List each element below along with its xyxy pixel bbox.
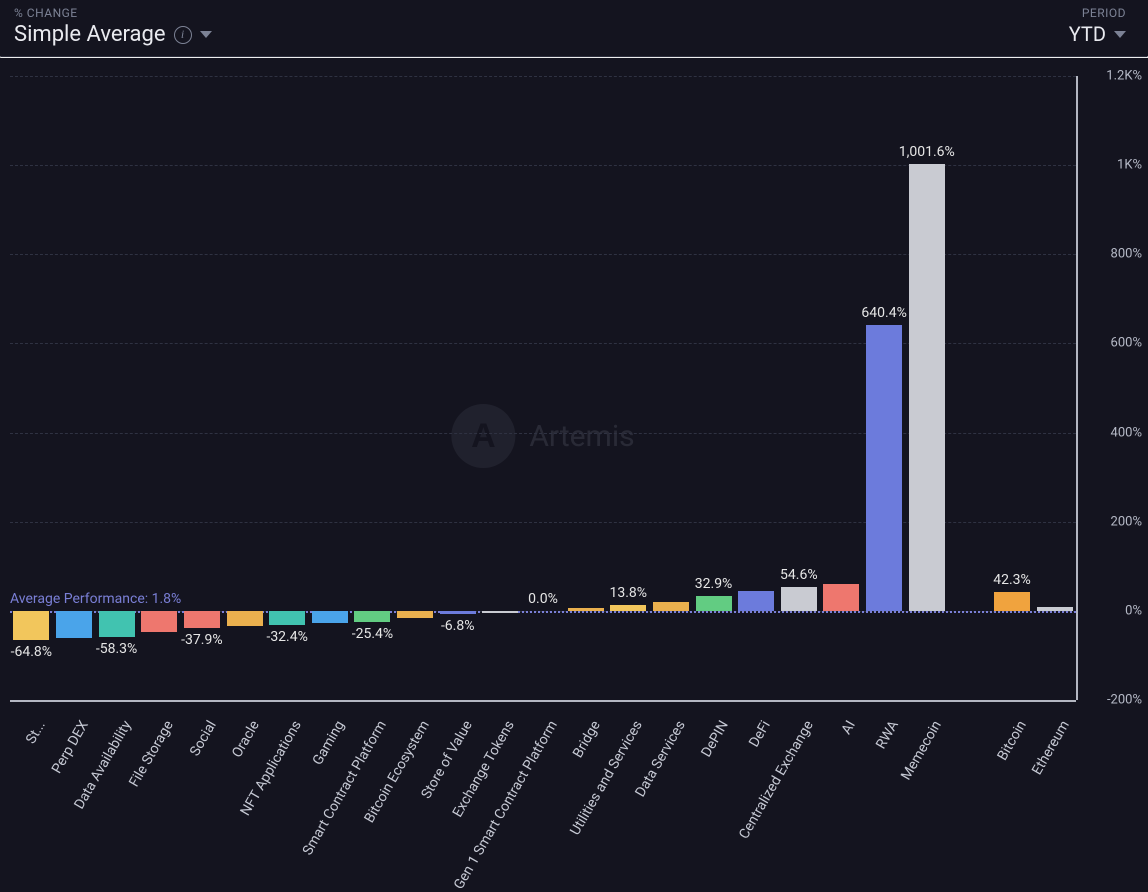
x-tick-label: Social — [187, 718, 220, 759]
bar-value-label: -6.8% — [441, 618, 475, 634]
gridline — [10, 76, 1076, 77]
x-tick-label: Oracle — [229, 718, 263, 761]
x-tick-label: File Storage — [126, 718, 177, 790]
bar-value-label: -32.4% — [266, 629, 307, 645]
period-label: PERIOD — [1082, 6, 1126, 20]
watermark-logo: A — [451, 404, 515, 468]
x-tick-label: AI — [839, 718, 859, 737]
y-tick-label: -200% — [1107, 693, 1142, 708]
x-tick-label: Smart Contract Platform — [300, 718, 390, 858]
change-value: Simple Average — [14, 22, 166, 47]
bar[interactable] — [354, 611, 390, 622]
y-tick-label: 400% — [1111, 425, 1142, 440]
bar[interactable] — [397, 611, 433, 618]
chart-area: A Artemis Average Performance: 1.8% -64.8… — [0, 58, 1148, 868]
info-icon[interactable]: i — [174, 26, 192, 44]
change-dropdown-group: % CHANGE Simple Average i — [14, 6, 212, 47]
period-dropdown[interactable]: YTD — [1069, 22, 1126, 46]
bar-value-label: -58.3% — [96, 641, 137, 657]
x-tick-label: Perp DEX — [49, 718, 92, 776]
plot-region: A Artemis Average Performance: 1.8% -64.8… — [10, 76, 1076, 700]
bar[interactable] — [56, 611, 92, 638]
bar[interactable] — [909, 164, 945, 610]
bar[interactable] — [610, 605, 646, 611]
y-tick-label: 1K% — [1117, 158, 1142, 173]
watermark: A Artemis — [451, 404, 634, 468]
x-tick-label: Memecoin — [898, 718, 945, 783]
bar-value-label: 32.9% — [695, 576, 733, 592]
y-tick-label: 800% — [1111, 247, 1142, 262]
bar-value-label: 54.6% — [780, 567, 818, 583]
bar-value-label: 13.8% — [609, 585, 647, 601]
y-axis-line — [1076, 76, 1078, 700]
watermark-text: Artemis — [529, 419, 634, 454]
bar[interactable] — [866, 325, 902, 610]
period-dropdown-group: PERIOD YTD — [1069, 6, 1126, 46]
chart-header: % CHANGE Simple Average i PERIOD YTD — [0, 0, 1148, 56]
y-tick-label: 600% — [1111, 336, 1142, 351]
bar[interactable] — [440, 611, 476, 614]
x-tick-label: St... — [23, 718, 49, 747]
bar[interactable] — [994, 592, 1030, 611]
x-tick-label: Ethereum — [1029, 718, 1073, 778]
bar[interactable] — [696, 596, 732, 611]
bar[interactable] — [13, 611, 49, 640]
bar-value-label: 640.4% — [861, 305, 906, 321]
x-tick-label: Gaming — [310, 718, 348, 768]
bar-value-label: -25.4% — [352, 626, 393, 642]
x-tick-label: Bitcoin — [994, 718, 1029, 763]
x-tick-label: DePIN — [698, 718, 731, 760]
bar[interactable] — [823, 584, 859, 611]
x-tick-label: RWA — [873, 718, 902, 752]
y-tick-label: 1.2K% — [1106, 69, 1142, 84]
change-label: % CHANGE — [14, 6, 212, 20]
bar[interactable] — [1037, 607, 1073, 611]
bar[interactable] — [653, 602, 689, 611]
change-dropdown[interactable]: Simple Average i — [14, 22, 212, 47]
watermark-glyph: A — [471, 417, 496, 456]
bar[interactable] — [312, 611, 348, 623]
bar-value-label: 0.0% — [528, 591, 558, 607]
bar[interactable] — [227, 611, 263, 627]
bar[interactable] — [738, 591, 774, 611]
bar[interactable] — [99, 611, 135, 637]
bar[interactable] — [482, 611, 518, 613]
y-tick-label: 0% — [1125, 603, 1142, 618]
x-tick-label: DeFi — [746, 718, 774, 750]
bar-value-label: -64.8% — [11, 644, 52, 660]
chevron-down-icon — [200, 31, 212, 38]
bar-value-label: -37.9% — [181, 632, 222, 648]
bar-value-label: 1,001.6% — [899, 144, 955, 160]
chevron-down-icon — [1114, 31, 1126, 38]
bar[interactable] — [141, 611, 177, 632]
bar[interactable] — [269, 611, 305, 625]
x-tick-label: Bridge — [570, 718, 604, 761]
period-value: YTD — [1069, 22, 1106, 46]
bar[interactable] — [184, 611, 220, 628]
y-tick-label: 200% — [1111, 514, 1142, 529]
bar[interactable] — [781, 587, 817, 611]
x-axis: St...Perp DEXData AvailabilityFile Stora… — [10, 718, 1076, 878]
bar-value-label: 42.3% — [993, 572, 1031, 588]
bar[interactable] — [568, 608, 604, 611]
x-axis-line — [10, 700, 1076, 702]
average-label: Average Performance: 1.8% — [10, 591, 181, 607]
